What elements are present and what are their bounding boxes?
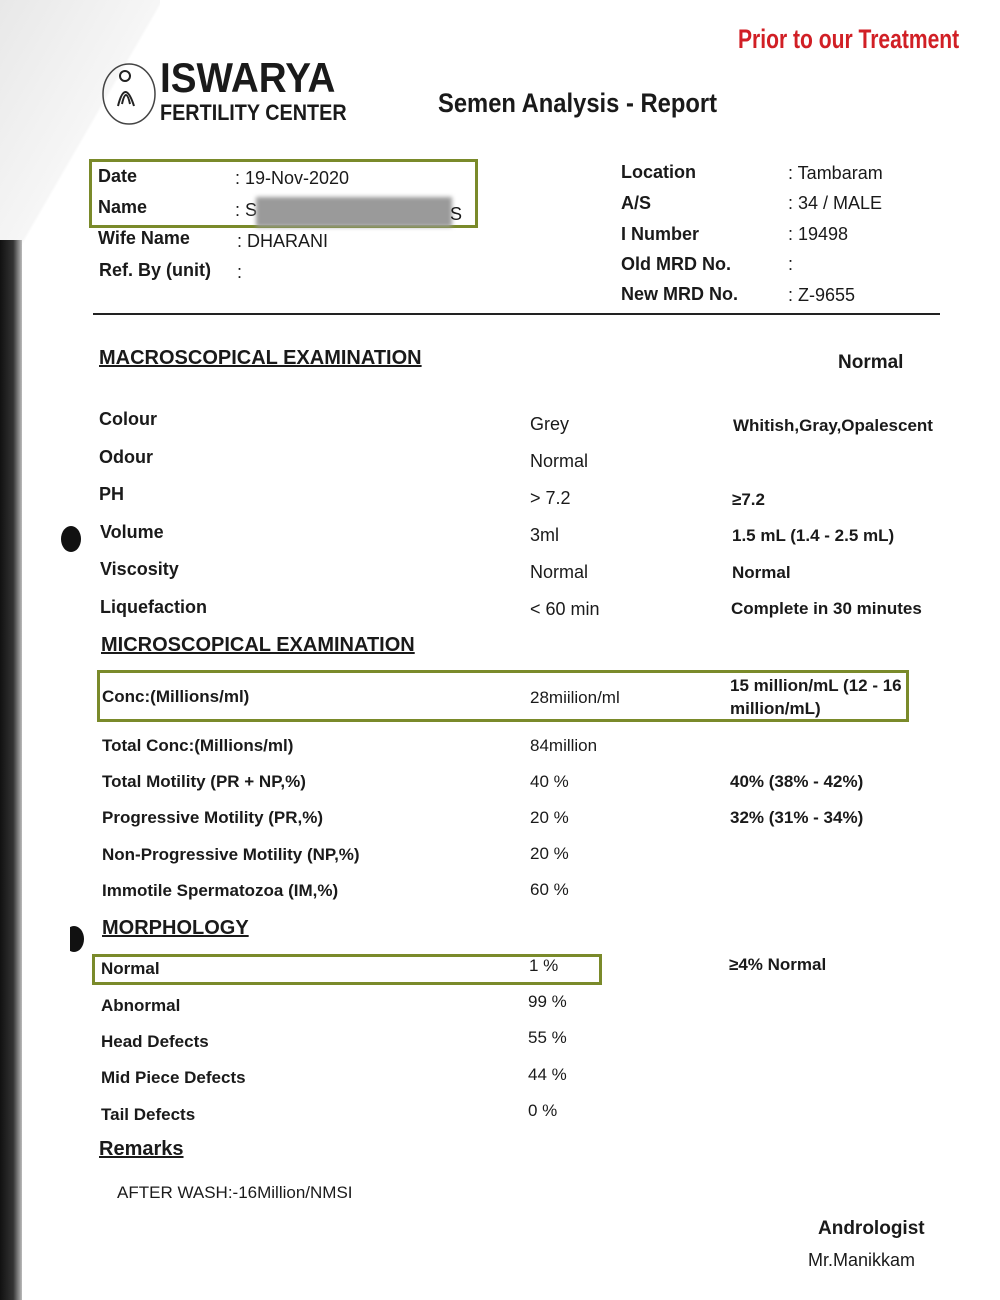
volume-label: Volume: [100, 522, 164, 542]
date-label: Date: [98, 166, 138, 186]
header-divider: [93, 313, 940, 315]
tail-defects-value: 0 %: [528, 1101, 558, 1120]
age-sex-value: : 34 / MALE: [788, 193, 883, 213]
odour-label: Odour: [99, 447, 153, 467]
abnormal-label: Abnormal: [101, 996, 181, 1015]
location-label: Location: [621, 162, 696, 182]
progressive-motility-value: 20 %: [530, 808, 569, 827]
prior-treatment-stamp: Prior to our Treatment: [738, 24, 960, 54]
logo-emblem-icon: [102, 63, 156, 125]
abnormal-value: 99 %: [528, 992, 567, 1011]
micro-heading: MICROSCOPICAL EXAMINATION: [101, 634, 415, 656]
total-conc-label: Total Conc:(Millions/ml): [102, 736, 294, 755]
conc-normal-line1: 15 million/mL (12 - 16: [730, 676, 902, 695]
date-value: : 19-Nov-2020: [235, 168, 350, 188]
liquefaction-value: < 60 min: [530, 599, 600, 619]
wife-name-label: Wife Name: [98, 228, 190, 248]
tail-defects-label: Tail Defects: [101, 1105, 196, 1124]
non-progressive-motility-value: 20 %: [530, 844, 569, 863]
volume-normal: 1.5 mL (1.4 - 2.5 mL): [732, 526, 895, 545]
viscosity-label: Viscosity: [100, 559, 179, 579]
ph-value: > 7.2: [530, 488, 571, 508]
odour-value: Normal: [530, 451, 589, 471]
paper-fold: [0, 0, 160, 280]
non-progressive-motility-label: Non-Progressive Motility (NP,%): [102, 845, 360, 864]
punch-hole: [64, 926, 84, 952]
progressive-motility-normal: 32% (31% - 34%): [730, 808, 864, 827]
conc-normal-line2: million/mL): [730, 699, 821, 718]
normal-column-heading: Normal: [838, 352, 904, 373]
head-defects-value: 55 %: [528, 1028, 567, 1047]
new-mrd-value: : Z-9655: [788, 285, 856, 305]
highlight-box-concentration: [97, 670, 909, 722]
normal-morph-reference: ≥4% Normal: [729, 955, 827, 974]
mid-piece-defects-value: 44 %: [528, 1065, 567, 1084]
ph-label: PH: [99, 484, 125, 504]
name-redaction: [256, 197, 452, 227]
total-conc-value: 84million: [530, 736, 598, 755]
conc-value: 28miilion/ml: [530, 688, 620, 707]
new-mrd-label: New MRD No.: [621, 284, 738, 304]
remarks-text: AFTER WASH:-16Million/NMSI: [117, 1183, 353, 1202]
liquefaction-label: Liquefaction: [100, 597, 207, 617]
ref-by-label: Ref. By (unit): [99, 260, 211, 280]
liquefaction-normal: Complete in 30 minutes: [731, 599, 922, 618]
age-sex-label: A/S: [621, 193, 652, 213]
punch-hole: [61, 526, 81, 552]
colour-label: Colour: [99, 409, 157, 429]
macro-heading: MACROSCOPICAL EXAMINATION: [99, 347, 422, 369]
head-defects-label: Head Defects: [101, 1032, 209, 1051]
signature-title: Andrologist: [818, 1218, 925, 1239]
conc-label: Conc:(Millions/ml): [102, 687, 250, 706]
normal-morph-value: 1 %: [529, 956, 559, 975]
remarks-heading: Remarks: [99, 1138, 184, 1160]
location-value: : Tambaram: [788, 163, 883, 183]
immotile-value: 60 %: [530, 880, 569, 899]
highlight-box-morphology: [92, 954, 602, 985]
mid-piece-defects-label: Mid Piece Defects: [101, 1068, 246, 1087]
immotile-label: Immotile Spermatozoa (IM,%): [102, 881, 339, 900]
logo-name: ISWARYA: [160, 54, 336, 101]
wife-name-value: : DHARANI: [237, 231, 329, 251]
total-motility-normal: 40% (38% - 42%): [730, 772, 864, 791]
ref-by-value: :: [237, 262, 243, 282]
report-title: Semen Analysis - Report: [438, 88, 718, 118]
name-value-end: S: [450, 204, 463, 224]
name-value-start: : S: [235, 200, 258, 220]
colour-value: Grey: [530, 414, 570, 434]
old-mrd-label: Old MRD No.: [621, 254, 731, 274]
morphology-heading: MORPHOLOGY: [102, 917, 249, 939]
total-motility-label: Total Motility (PR + NP,%): [102, 772, 306, 791]
viscosity-value: Normal: [530, 562, 589, 582]
ph-normal: ≥7.2: [732, 490, 765, 509]
page-edge-shadow: [0, 240, 22, 1300]
name-label: Name: [98, 197, 148, 217]
i-number-value: : 19498: [788, 224, 849, 244]
volume-value: 3ml: [530, 525, 560, 545]
signature-name: Mr.Manikkam: [808, 1250, 916, 1270]
total-motility-value: 40 %: [530, 772, 569, 791]
progressive-motility-label: Progressive Motility (PR,%): [102, 808, 324, 827]
logo-subtitle: FERTILITY CENTER: [160, 100, 347, 125]
viscosity-normal: Normal: [732, 563, 791, 582]
old-mrd-value: :: [788, 254, 794, 274]
normal-morph-label: Normal: [101, 959, 160, 978]
colour-normal: Whitish,Gray,Opalescent: [733, 416, 933, 435]
i-number-label: I Number: [621, 224, 700, 244]
